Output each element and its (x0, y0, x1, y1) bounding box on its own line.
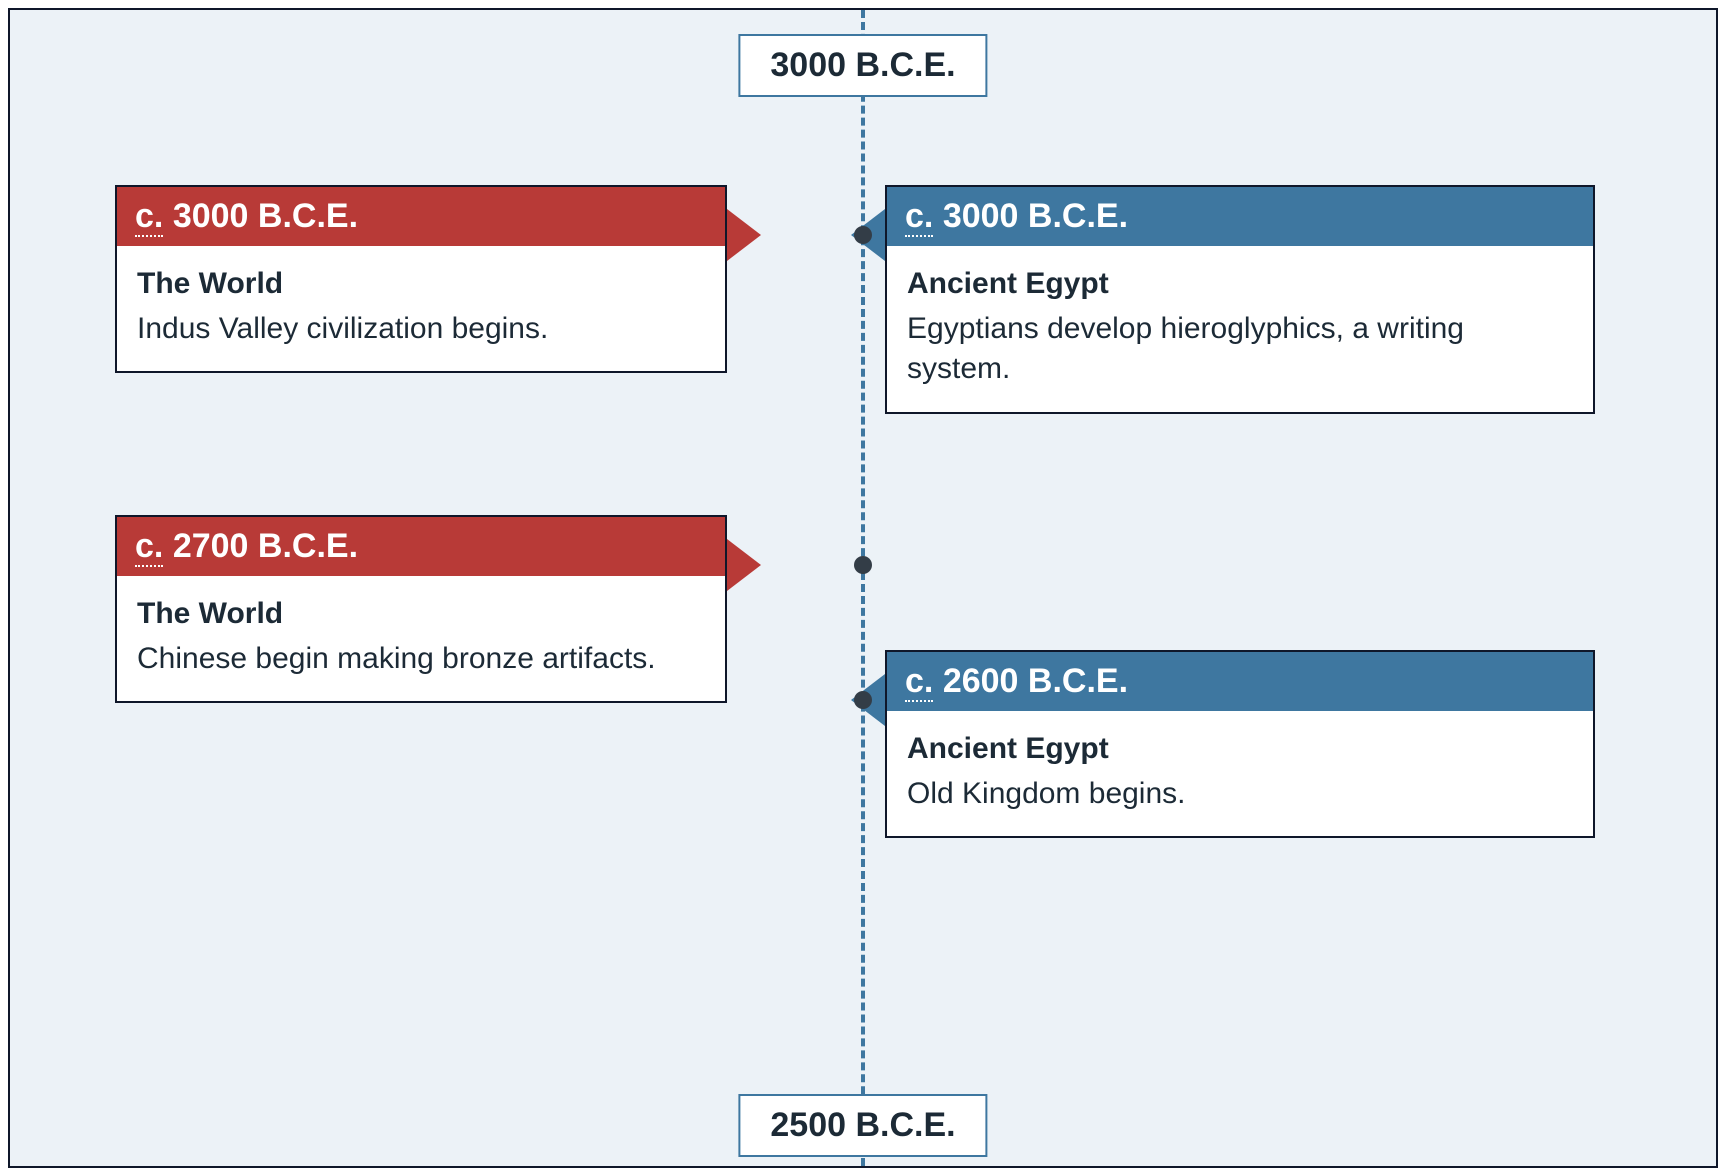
event-card-world-2700: c. 2700 B.C.E. The World Chinese begin m… (115, 515, 727, 703)
era-label-bottom-text: 2500 B.C.E. (770, 1106, 955, 1144)
event-card-body: The World Indus Valley civilization begi… (117, 246, 725, 371)
era-label-top-text: 3000 B.C.E. (770, 46, 955, 84)
event-circa: c. (905, 662, 933, 702)
era-label-top: 3000 B.C.E. (738, 34, 987, 97)
event-card-body: The World Chinese begin making bronze ar… (117, 576, 725, 701)
event-card-header: c. 2600 B.C.E. (887, 652, 1593, 711)
pointer-arrow-icon (727, 209, 761, 261)
event-circa: c. (135, 527, 163, 567)
timeline-frame: 3000 B.C.E. 2500 B.C.E. c. 3000 B.C.E. T… (0, 0, 1726, 1176)
event-circa: c. (135, 197, 163, 237)
event-region: The World (137, 594, 705, 635)
event-desc: Chinese begin making bronze artifacts. (137, 642, 656, 675)
event-region: The World (137, 264, 705, 305)
event-card-header: c. 2700 B.C.E. (117, 517, 725, 576)
timeline-panel: 3000 B.C.E. 2500 B.C.E. c. 3000 B.C.E. T… (8, 8, 1718, 1168)
event-desc: Old Kingdom begins. (907, 777, 1186, 810)
event-date: 2700 B.C.E. (173, 527, 358, 565)
event-desc: Indus Valley civilization begins. (137, 312, 548, 345)
event-card-header: c. 3000 B.C.E. (117, 187, 725, 246)
event-card-world-3000: c. 3000 B.C.E. The World Indus Valley ci… (115, 185, 727, 373)
event-card-egypt-2600: c. 2600 B.C.E. Ancient Egypt Old Kingdom… (885, 650, 1595, 838)
event-card-body: Ancient Egypt Egyptians develop hierogly… (887, 246, 1593, 412)
timeline-axis (861, 10, 865, 1166)
timeline-dot (854, 691, 872, 709)
event-date: 3000 B.C.E. (173, 197, 358, 235)
era-label-bottom: 2500 B.C.E. (738, 1094, 987, 1157)
event-date: 2600 B.C.E. (943, 662, 1128, 700)
timeline-dot (854, 556, 872, 574)
timeline-dot (854, 226, 872, 244)
event-card-body: Ancient Egypt Old Kingdom begins. (887, 711, 1593, 836)
event-card-egypt-3000: c. 3000 B.C.E. Ancient Egypt Egyptians d… (885, 185, 1595, 414)
pointer-arrow-icon (727, 539, 761, 591)
event-desc: Egyptians develop hieroglyphics, a writi… (907, 312, 1464, 386)
event-date: 3000 B.C.E. (943, 197, 1128, 235)
event-circa: c. (905, 197, 933, 237)
event-region: Ancient Egypt (907, 264, 1573, 305)
event-region: Ancient Egypt (907, 729, 1573, 770)
event-card-header: c. 3000 B.C.E. (887, 187, 1593, 246)
